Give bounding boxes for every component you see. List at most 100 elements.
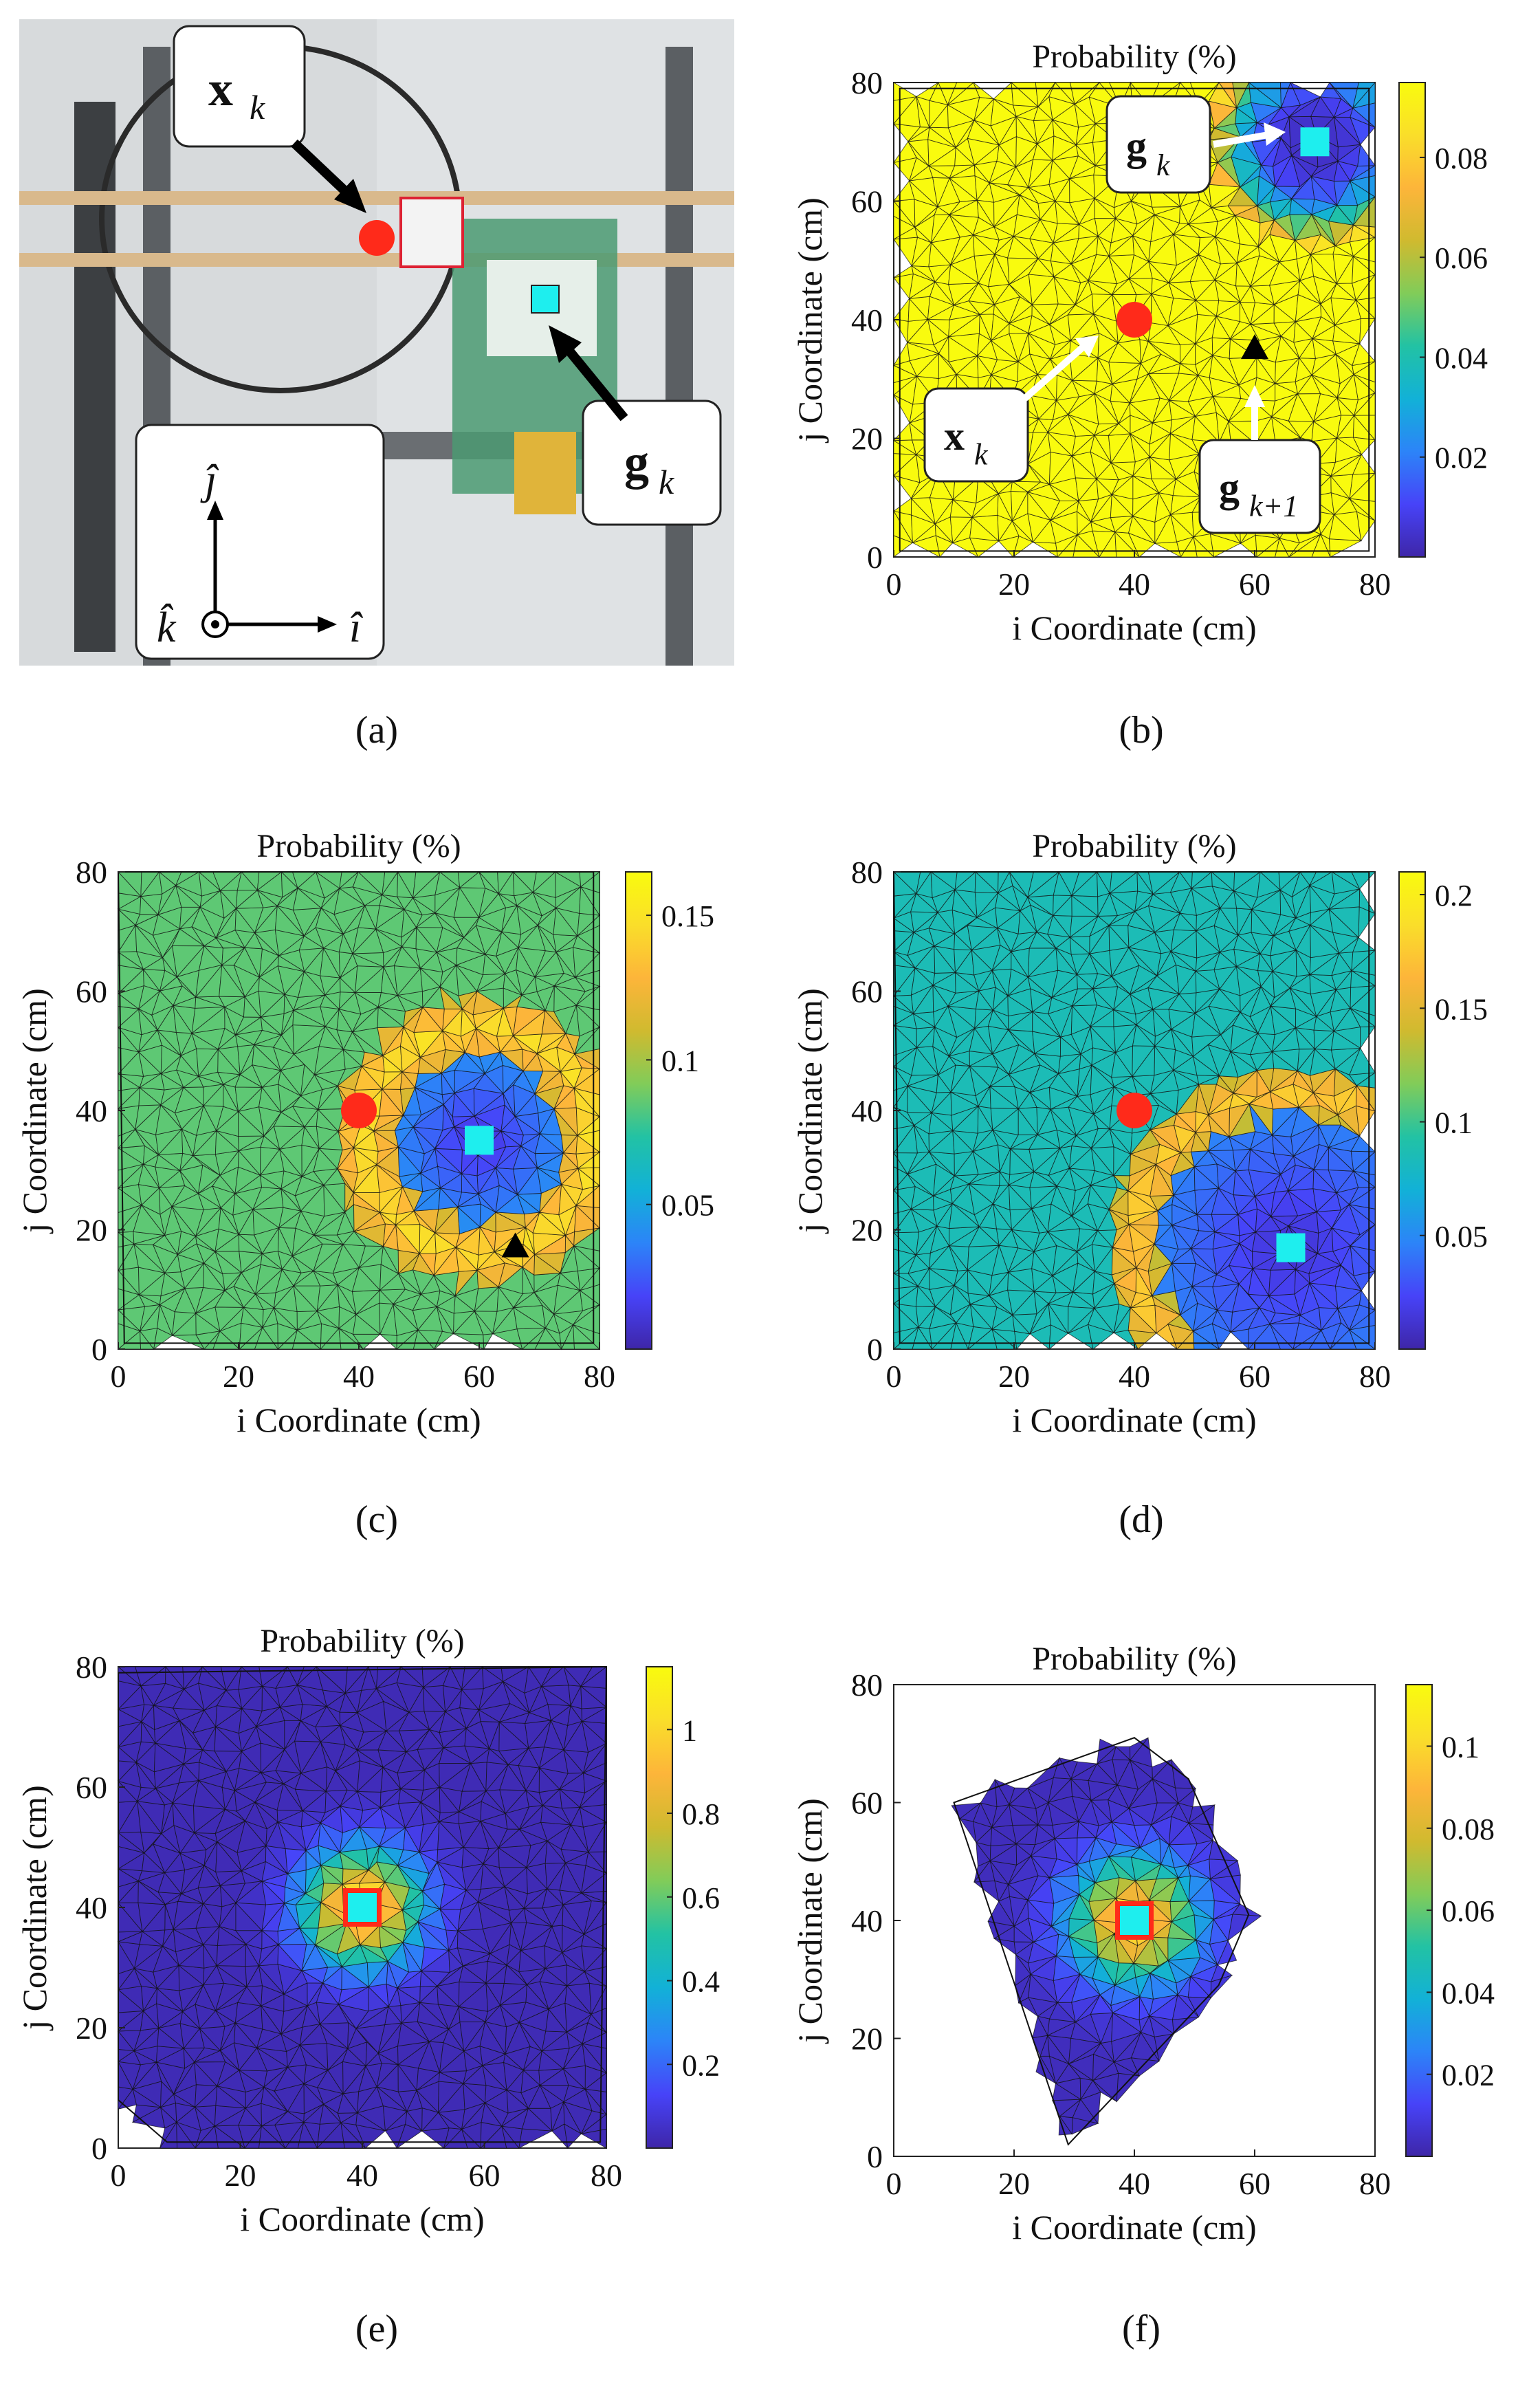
red-marker-xk xyxy=(359,220,395,256)
annotation-g-k-label: g xyxy=(1126,123,1147,168)
y-tick-label: 80 xyxy=(851,855,883,890)
annotation-g-k1-sub: k+1 xyxy=(1249,490,1298,523)
colorbar-tick-label: 0.05 xyxy=(1435,1220,1488,1254)
y-tick-label: 20 xyxy=(851,1213,883,1248)
marker-g-k xyxy=(1276,1233,1306,1262)
right-rail xyxy=(666,47,693,666)
y-tick-label: 40 xyxy=(851,1093,883,1128)
chart-title: Probability (%) xyxy=(1032,39,1236,75)
x-tick-label: 40 xyxy=(1119,1359,1150,1394)
y-tick-label: 80 xyxy=(76,855,107,890)
sensor-module xyxy=(399,197,464,268)
x-tick-label: 0 xyxy=(111,2158,126,2193)
x-tick-label: 80 xyxy=(591,2158,622,2193)
x-tick-label: 40 xyxy=(346,2158,378,2193)
y-axis-label: j Coordinate (cm) xyxy=(15,1785,54,2031)
y-tick-label: 60 xyxy=(851,184,883,219)
colorbar-tick-label: 0.2 xyxy=(1435,879,1473,912)
x-tick-label: 40 xyxy=(1119,567,1150,602)
y-axis-label: j Coordinate (cm) xyxy=(791,197,829,443)
colorbar-tick-label: 0.1 xyxy=(661,1044,699,1077)
y-tick-label: 60 xyxy=(76,1770,107,1805)
colorbar xyxy=(646,1666,673,2149)
y-tick-label: 80 xyxy=(851,65,883,100)
colorbar xyxy=(1398,82,1426,558)
x-axis-label: i Coordinate (cm) xyxy=(240,2200,484,2238)
colorbar-tick-label: 1 xyxy=(682,1714,697,1747)
callout-xk xyxy=(173,25,306,148)
caption-a: (a) xyxy=(355,709,398,752)
x-tick-label: 0 xyxy=(111,1359,126,1394)
y-tick-label: 20 xyxy=(851,422,883,457)
y-tick-label: 80 xyxy=(76,1650,107,1685)
dowel-top xyxy=(19,191,734,205)
k-axis-dot xyxy=(211,620,219,628)
y-tick-label: 20 xyxy=(76,2011,107,2046)
marker-x-k xyxy=(341,1093,377,1128)
x-tick-label: 60 xyxy=(1239,1359,1270,1394)
x-tick-label: 0 xyxy=(886,1359,902,1394)
caption-d: (d) xyxy=(1119,1498,1163,1541)
callout-gk-label: g xyxy=(624,435,649,490)
arrow-xk-head xyxy=(334,179,366,213)
cyan-marker-gk xyxy=(531,285,560,314)
x-tick-label: 20 xyxy=(223,1359,254,1394)
colorbar-tick-label: 0.02 xyxy=(1435,441,1488,475)
x-tick-label: 60 xyxy=(1239,567,1270,602)
callout-xk-sub: k xyxy=(250,88,265,127)
annotation-x-k-sub: k xyxy=(974,438,989,472)
x-tick-label: 0 xyxy=(886,567,902,602)
y-tick-label: 60 xyxy=(76,974,107,1009)
y-tick-label: 20 xyxy=(76,1213,107,1248)
y-tick-label: 0 xyxy=(867,540,883,575)
chart-title: Probability (%) xyxy=(256,828,461,864)
x-tick-label: 80 xyxy=(584,1359,615,1394)
y-tick-label: 40 xyxy=(76,1890,107,1925)
marker-g-k xyxy=(348,1893,377,1922)
y-tick-label: 0 xyxy=(867,1332,883,1367)
chart-title: Probability (%) xyxy=(260,1623,464,1659)
x-tick-label: 60 xyxy=(463,1359,495,1394)
chart-title: Probability (%) xyxy=(1032,828,1236,864)
arrow-gk-line xyxy=(558,339,628,422)
colorbar-tick-label: 0.15 xyxy=(661,899,714,933)
power-strip xyxy=(74,102,116,652)
y-tick-label: 60 xyxy=(851,974,883,1009)
mesh-triangle xyxy=(947,82,975,105)
k-axis-label: k̂ xyxy=(157,604,177,651)
annotation-g-k-sub: k xyxy=(1156,149,1171,182)
y-axis-label: j Coordinate (cm) xyxy=(15,988,54,1234)
marker-g-k xyxy=(1300,127,1330,157)
x-tick-label: 60 xyxy=(469,2158,500,2193)
colorbar-tick-label: 0.04 xyxy=(1435,341,1488,375)
i-axis-head xyxy=(318,616,337,633)
x-axis-label: i Coordinate (cm) xyxy=(236,1401,481,1439)
annotation-x-k-label: x xyxy=(944,413,965,459)
colorbar-tick-label: 0.06 xyxy=(1435,241,1488,275)
colorbar-tick-label: 0.1 xyxy=(1435,1106,1473,1140)
y-tick-label: 40 xyxy=(851,303,883,338)
mesh-triangle xyxy=(973,82,995,100)
marker-x-k xyxy=(1116,302,1152,338)
x-axis-label: i Coordinate (cm) xyxy=(1012,609,1256,647)
colorbar-tick-label: 0.15 xyxy=(1435,992,1488,1026)
callout-gk-sub: k xyxy=(659,463,674,501)
caption-e: (e) xyxy=(355,2308,398,2350)
arrow-gk-head xyxy=(549,325,582,363)
callout-gk xyxy=(582,400,722,526)
colorbar-tick-label: 0.6 xyxy=(682,1881,720,1915)
marker-g-k xyxy=(465,1126,494,1155)
j-axis-head xyxy=(207,501,223,520)
x-axis-label: i Coordinate (cm) xyxy=(1012,1401,1256,1439)
marker-x-k xyxy=(1116,1093,1152,1128)
caption-b: (b) xyxy=(1119,709,1163,752)
colorbar xyxy=(1398,871,1426,1350)
y-axis-label: j Coordinate (cm) xyxy=(791,988,829,1234)
x-tick-label: 80 xyxy=(1359,1359,1391,1394)
axes-inset xyxy=(135,424,385,660)
